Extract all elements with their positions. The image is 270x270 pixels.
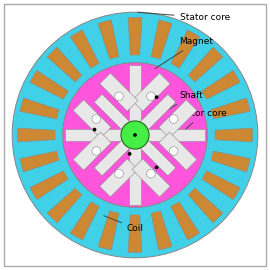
Wedge shape (20, 151, 59, 172)
Polygon shape (129, 133, 141, 205)
Circle shape (147, 169, 155, 178)
Wedge shape (70, 30, 99, 69)
Wedge shape (201, 70, 240, 99)
Circle shape (92, 147, 101, 155)
Wedge shape (98, 211, 119, 250)
Circle shape (55, 55, 215, 215)
Circle shape (115, 169, 123, 178)
Polygon shape (130, 94, 176, 140)
Text: Magnet: Magnet (155, 37, 214, 69)
Wedge shape (214, 128, 252, 142)
Circle shape (155, 95, 158, 99)
Circle shape (147, 92, 155, 101)
Wedge shape (47, 188, 82, 223)
Circle shape (121, 121, 149, 149)
Circle shape (133, 133, 137, 137)
Wedge shape (201, 171, 240, 200)
Wedge shape (211, 151, 250, 172)
Polygon shape (132, 159, 170, 197)
Wedge shape (211, 98, 250, 119)
Polygon shape (129, 65, 141, 137)
Wedge shape (128, 18, 142, 56)
Polygon shape (132, 73, 170, 111)
Wedge shape (188, 47, 223, 82)
Polygon shape (94, 94, 140, 140)
Text: Rotor core: Rotor core (168, 109, 226, 145)
Circle shape (12, 12, 258, 258)
Text: Stator core: Stator core (138, 12, 230, 22)
Text: Coil: Coil (104, 216, 144, 233)
Polygon shape (73, 100, 111, 138)
Polygon shape (65, 129, 137, 141)
Wedge shape (98, 20, 119, 59)
Circle shape (155, 166, 158, 169)
Circle shape (93, 128, 96, 131)
Circle shape (169, 115, 178, 123)
Wedge shape (128, 214, 142, 252)
Polygon shape (100, 159, 138, 197)
Polygon shape (73, 132, 111, 170)
Polygon shape (133, 129, 205, 141)
Wedge shape (171, 201, 200, 240)
Polygon shape (94, 130, 140, 176)
Polygon shape (159, 100, 197, 138)
Wedge shape (18, 128, 56, 142)
Wedge shape (30, 171, 69, 200)
Wedge shape (151, 20, 172, 59)
Wedge shape (47, 47, 82, 82)
Wedge shape (151, 211, 172, 250)
Wedge shape (30, 70, 69, 99)
Polygon shape (100, 73, 138, 111)
Polygon shape (130, 130, 176, 176)
Wedge shape (188, 188, 223, 223)
Circle shape (92, 115, 101, 123)
Wedge shape (171, 30, 200, 69)
Circle shape (169, 147, 178, 155)
Circle shape (115, 92, 123, 101)
Wedge shape (20, 98, 59, 119)
Polygon shape (159, 132, 197, 170)
Text: Shaft: Shaft (139, 91, 203, 127)
Wedge shape (70, 201, 99, 240)
Circle shape (63, 63, 207, 207)
Circle shape (128, 152, 131, 156)
